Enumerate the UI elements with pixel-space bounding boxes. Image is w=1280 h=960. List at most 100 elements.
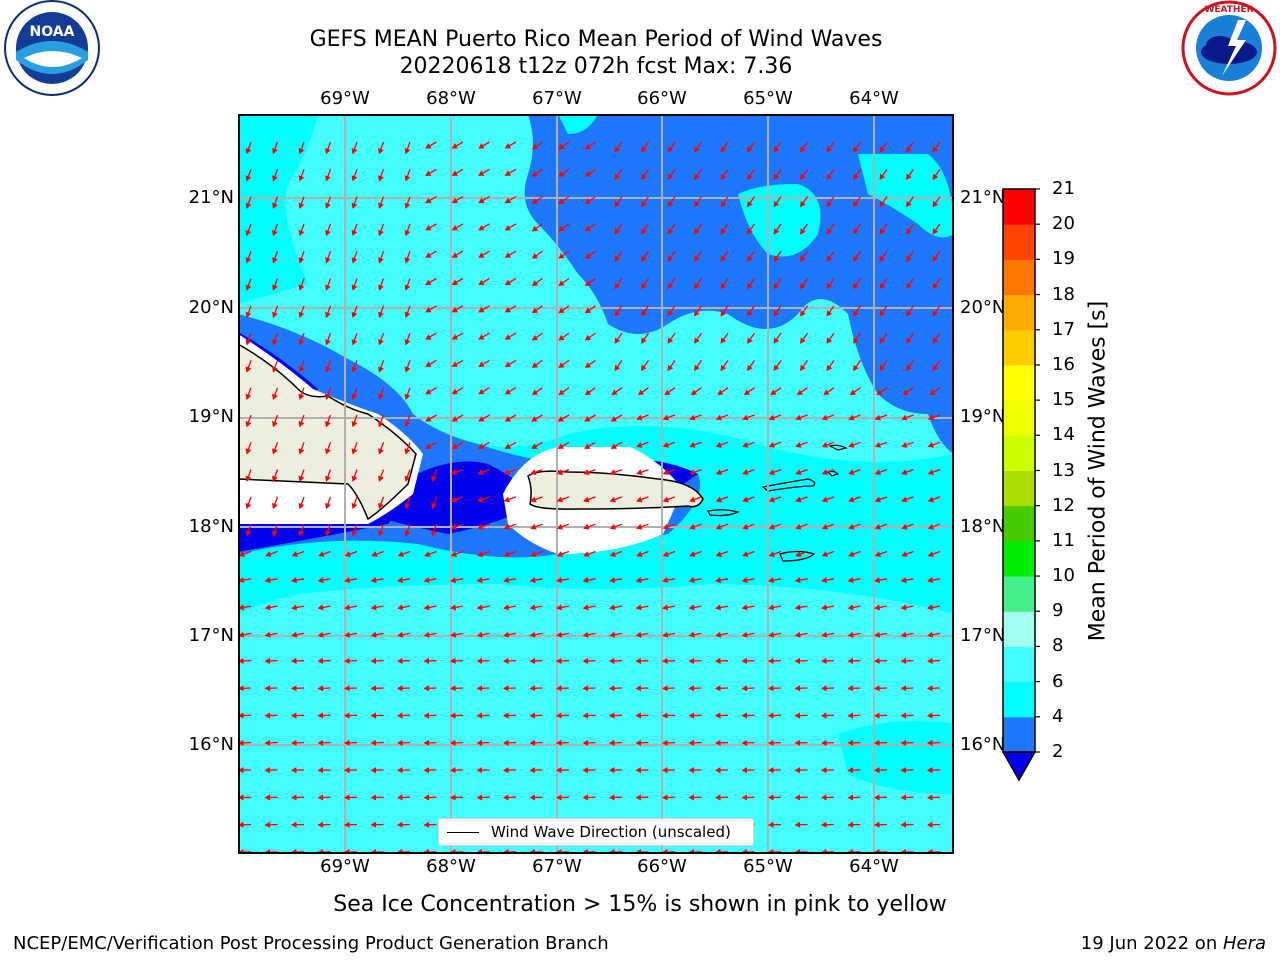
- wind-wave-arrowhead: [370, 767, 377, 774]
- wind-wave-arrowhead: [531, 416, 538, 422]
- wind-wave-arrowhead: [504, 197, 512, 204]
- wind-wave-arrowhead: [800, 310, 806, 317]
- wind-wave-arrowhead: [821, 551, 828, 557]
- wind-wave-arrowhead: [396, 821, 403, 828]
- wind-wave-arrowhead: [773, 173, 780, 180]
- colorbar-tick-label: 11: [1052, 529, 1075, 551]
- wind-wave-arrowhead: [584, 307, 592, 314]
- colorbar-segment: [1003, 576, 1035, 612]
- colorbar-tick-label: 9: [1052, 600, 1064, 622]
- colorbar-segment: [1003, 470, 1035, 507]
- wind-wave-arrowhead: [641, 146, 647, 153]
- wind-wave-arrowhead: [476, 577, 483, 584]
- wind-wave-arrowhead: [531, 171, 539, 177]
- wind-wave-arrowhead: [425, 170, 432, 176]
- wind-wave-arrowhead: [641, 228, 647, 235]
- wind-wave-arrowhead: [424, 551, 431, 557]
- wind-wave-arrowhead: [503, 523, 510, 530]
- wind-wave-arrowhead: [826, 282, 833, 290]
- wind-wave-arrowhead: [582, 685, 589, 692]
- wind-wave-arrowhead: [847, 604, 854, 611]
- wind-wave-arrowhead: [584, 225, 592, 232]
- wind-wave-arrowhead: [853, 146, 859, 153]
- chart-subtitle: 20220618 t12z 072h fcst Max: 7.36: [399, 54, 793, 79]
- wind-wave-arrowhead: [555, 767, 562, 774]
- wind-wave-arrowhead: [478, 143, 485, 149]
- wind-wave-arrowhead: [820, 685, 827, 692]
- wind-wave-arrowhead: [449, 794, 456, 801]
- wind-wave-arrowhead: [529, 657, 536, 665]
- wind-wave-arrowhead: [325, 339, 331, 346]
- wind-wave-arrowhead: [715, 604, 722, 611]
- wind-wave-arrowhead: [689, 414, 696, 421]
- wind-wave-arrowhead: [741, 767, 748, 774]
- wind-wave-arrowhead: [351, 530, 358, 537]
- wind-wave-arrowhead: [821, 414, 828, 421]
- wind-wave-arrowhead: [694, 337, 700, 344]
- wind-wave-arrowhead: [608, 712, 615, 719]
- chart-title: GEFS MEAN Puerto Rico Mean Period of Win…: [309, 27, 883, 52]
- wind-wave-arrowhead: [404, 366, 411, 373]
- wind-wave-arrowhead: [317, 604, 324, 611]
- wind-wave-arrowhead: [906, 173, 912, 180]
- wind-wave-arrowhead: [614, 255, 621, 262]
- lon-label-bottom: 67°W: [532, 856, 582, 877]
- wind-wave-arrowhead: [767, 657, 774, 665]
- wind-wave-arrowhead: [378, 284, 384, 291]
- wind-wave-arrowhead: [821, 496, 828, 503]
- map-gridlines: [238, 114, 954, 854]
- wind-wave-arrowhead: [317, 685, 324, 692]
- wind-wave-arrowhead: [661, 739, 668, 746]
- wind-wave-arrowhead: [743, 389, 751, 396]
- wind-wave-arrowhead: [558, 280, 565, 286]
- wind-wave-arrowhead: [555, 657, 562, 665]
- island-vieques: [707, 509, 740, 517]
- wind-wave-arrowhead: [370, 577, 377, 584]
- wind-wave-arrowhead: [853, 310, 859, 317]
- wind-wave-arrowhead: [690, 389, 698, 396]
- wind-wave-arrowhead: [900, 604, 907, 611]
- wind-wave-arrowhead: [404, 339, 411, 346]
- wind-wave-arrowhead: [820, 739, 827, 746]
- wind-wave-arrowhead: [264, 712, 271, 719]
- wind-wave-arrowhead: [906, 200, 912, 208]
- wind-wave-arrows: [238, 141, 941, 854]
- wind-wave-arrowhead: [317, 657, 324, 665]
- wind-wave-arrowhead: [351, 311, 358, 319]
- wind-wave-arrowhead: [636, 414, 643, 421]
- wind-wave-arrowhead: [425, 252, 432, 258]
- wind-wave-arrowhead: [238, 577, 245, 584]
- wind-wave-arrowhead: [264, 794, 271, 801]
- wind-wave-arrowhead: [478, 306, 485, 313]
- colorbar-segment: [1003, 329, 1035, 366]
- wind-wave-arrowhead: [847, 821, 854, 828]
- wind-wave-arrowhead: [773, 364, 780, 372]
- wind-wave-arrowhead: [847, 631, 854, 638]
- wind-wave-arrowhead: [874, 604, 881, 611]
- wind-wave-arrowhead: [290, 712, 297, 719]
- wind-wave-arrowhead: [423, 631, 430, 638]
- wind-wave-arrowhead: [238, 767, 244, 774]
- wind-wave-arrowhead: [662, 631, 669, 638]
- lon-label-top: 69°W: [320, 88, 370, 109]
- wind-wave-arrowhead: [714, 794, 721, 801]
- legend-label: Wind Wave Direction (unscaled): [491, 823, 731, 841]
- wind-wave-arrowhead: [343, 739, 350, 746]
- wind-wave-arrowhead: [423, 767, 430, 774]
- wind-wave-arrowhead: [478, 279, 485, 286]
- wind-wave-arrowhead: [689, 523, 696, 530]
- wind-wave-arrowhead: [325, 448, 331, 455]
- colorbar-tick-label: 21: [1052, 178, 1075, 199]
- wind-wave-arrowhead: [502, 657, 509, 665]
- colorbar-tick-label: 16: [1052, 353, 1075, 375]
- colorbar-segment: [1003, 294, 1035, 331]
- colorbar-segment: [1003, 540, 1035, 577]
- wind-wave-arrowhead: [290, 767, 297, 774]
- wind-wave-arrowhead: [450, 469, 457, 476]
- lon-label-top: 65°W: [743, 88, 793, 109]
- wind-wave-arrowhead: [451, 334, 459, 340]
- wind-wave-arrowhead: [636, 469, 643, 476]
- wind-wave-arrowhead: [450, 604, 457, 611]
- wind-wave-arrowhead: [298, 530, 305, 537]
- wind-wave-arrowhead: [317, 794, 324, 801]
